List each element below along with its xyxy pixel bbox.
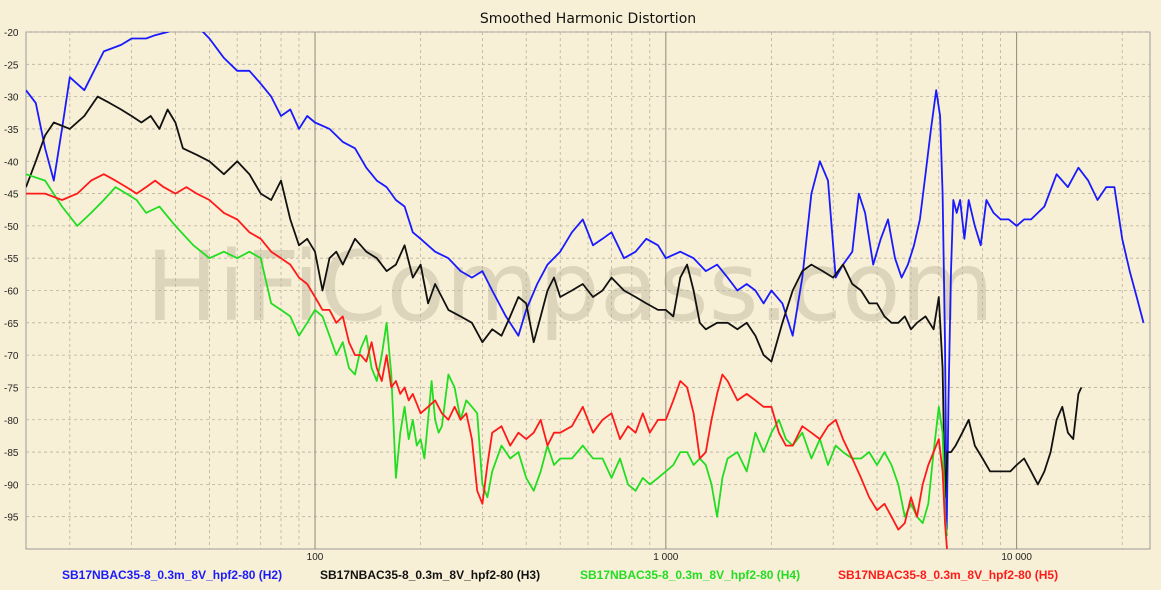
y-tick-label: -45 xyxy=(4,190,19,201)
x-tick-label: 100 xyxy=(307,552,324,563)
y-tick-label: -30 xyxy=(4,93,19,104)
series-line-h3 xyxy=(26,95,1083,499)
y-tick-label: -25 xyxy=(4,60,19,71)
x-tick-label: 10 000 xyxy=(1001,552,1032,563)
y-tick-label: -75 xyxy=(4,383,19,394)
y-tick-label: -70 xyxy=(4,351,19,362)
y-tick-label: -55 xyxy=(4,254,19,265)
y-axis: -20 -25 -30 -35 -40 -45 -50 -55 -60 -65 -70 -75 -80 -… xyxy=(4,28,19,524)
series-line-h5 xyxy=(26,173,948,549)
x-tick-label: 1 000 xyxy=(653,552,678,563)
y-tick-label: -90 xyxy=(4,480,19,491)
y-tick-label: -60 xyxy=(4,287,19,298)
y-tick-label: -65 xyxy=(4,319,19,330)
y-tick-label: -40 xyxy=(4,157,19,168)
legend: SB17NBAC35-8_0.3m_8V_hpf2-80 (H2) SB17NBA… xyxy=(62,568,1058,582)
legend-entry-h2: SB17NBAC35-8_0.3m_8V_hpf2-80 (H2) xyxy=(62,568,282,582)
x-axis: 100 1 000 10 000 xyxy=(307,552,1033,563)
legend-entry-h5: SB17NBAC35-8_0.3m_8V_hpf2-80 (H5) xyxy=(838,568,1058,582)
y-tick-label: -20 xyxy=(4,28,19,39)
y-tick-label: -50 xyxy=(4,222,19,233)
legend-entry-h4: SB17NBAC35-8_0.3m_8V_hpf2-80 (H4) xyxy=(580,568,800,582)
y-tick-label: -80 xyxy=(4,416,19,427)
y-tick-label: -85 xyxy=(4,448,19,459)
legend-entry-h3: SB17NBAC35-8_0.3m_8V_hpf2-80 (H3) xyxy=(320,568,540,582)
y-tick-label: -35 xyxy=(4,125,19,136)
y-tick-label: -95 xyxy=(4,513,19,524)
series-line-h2 xyxy=(26,32,1145,531)
watermark-text: HiFiCompass.com xyxy=(146,231,994,343)
chart-title: Smoothed Harmonic Distortion xyxy=(480,11,696,27)
series-layer xyxy=(26,32,1145,549)
